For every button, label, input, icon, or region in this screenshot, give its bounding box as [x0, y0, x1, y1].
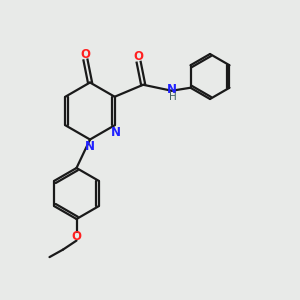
Text: O: O	[134, 50, 144, 63]
Text: O: O	[80, 48, 91, 61]
Text: N: N	[85, 140, 95, 154]
Text: H: H	[169, 92, 177, 102]
Text: N: N	[111, 126, 121, 139]
Text: O: O	[71, 230, 82, 244]
Text: N: N	[167, 83, 177, 96]
